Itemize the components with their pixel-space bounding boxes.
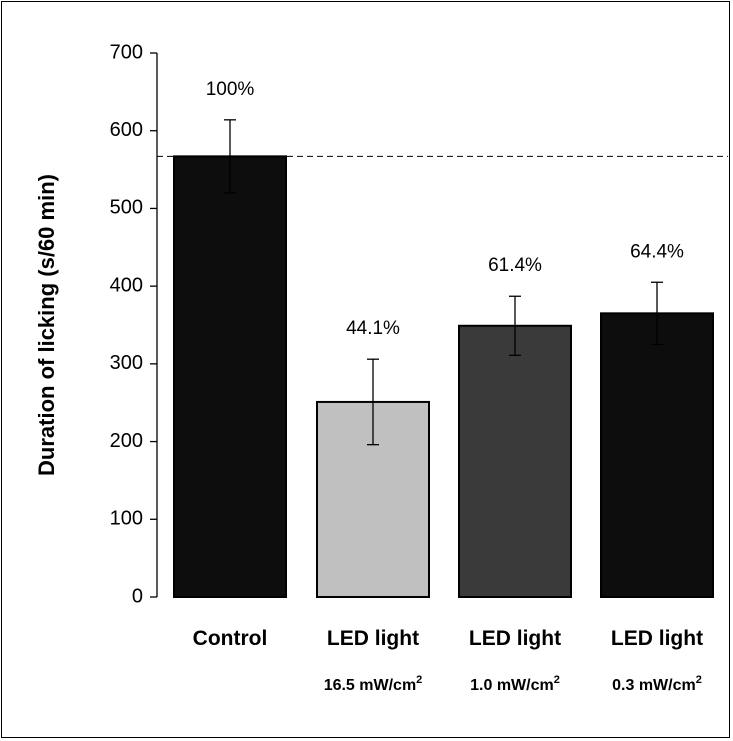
axes: 0 100 200 300 400 500 600 700 <box>110 41 728 607</box>
category-label: LED light <box>469 627 561 650</box>
bar <box>173 155 287 599</box>
labels: 100% Control 44.1% LED light 16.5 mW/cm2 61.4… <box>193 79 703 694</box>
category-sublabel: 16.5 mW/cm2 <box>324 674 423 694</box>
category-sublabel: 0.3 mW/cm2 <box>612 674 702 694</box>
y-tick-label: 100 <box>110 508 143 530</box>
data-label: 44.1% <box>346 318 400 339</box>
bars <box>173 119 714 599</box>
data-label: 100% <box>206 79 255 100</box>
y-tick-label: 400 <box>110 274 143 296</box>
y-tick-label: 600 <box>110 119 143 141</box>
category-label: LED light <box>327 627 419 650</box>
category-label: LED light <box>611 627 703 650</box>
category-label: Control <box>193 627 268 650</box>
bar <box>600 312 714 598</box>
y-axis-label: Duration of licking (s/60 min) <box>34 174 59 476</box>
category-sublabel: 1.0 mW/cm2 <box>470 674 560 694</box>
y-tick-label: 500 <box>110 197 143 219</box>
y-tick-label: 300 <box>110 352 143 374</box>
y-tick-label: 200 <box>110 430 143 452</box>
bar <box>458 324 572 598</box>
data-label: 61.4% <box>488 255 542 276</box>
data-label: 64.4% <box>630 241 684 262</box>
y-tick-label: 0 <box>132 585 143 607</box>
y-tick-label: 700 <box>110 41 143 63</box>
